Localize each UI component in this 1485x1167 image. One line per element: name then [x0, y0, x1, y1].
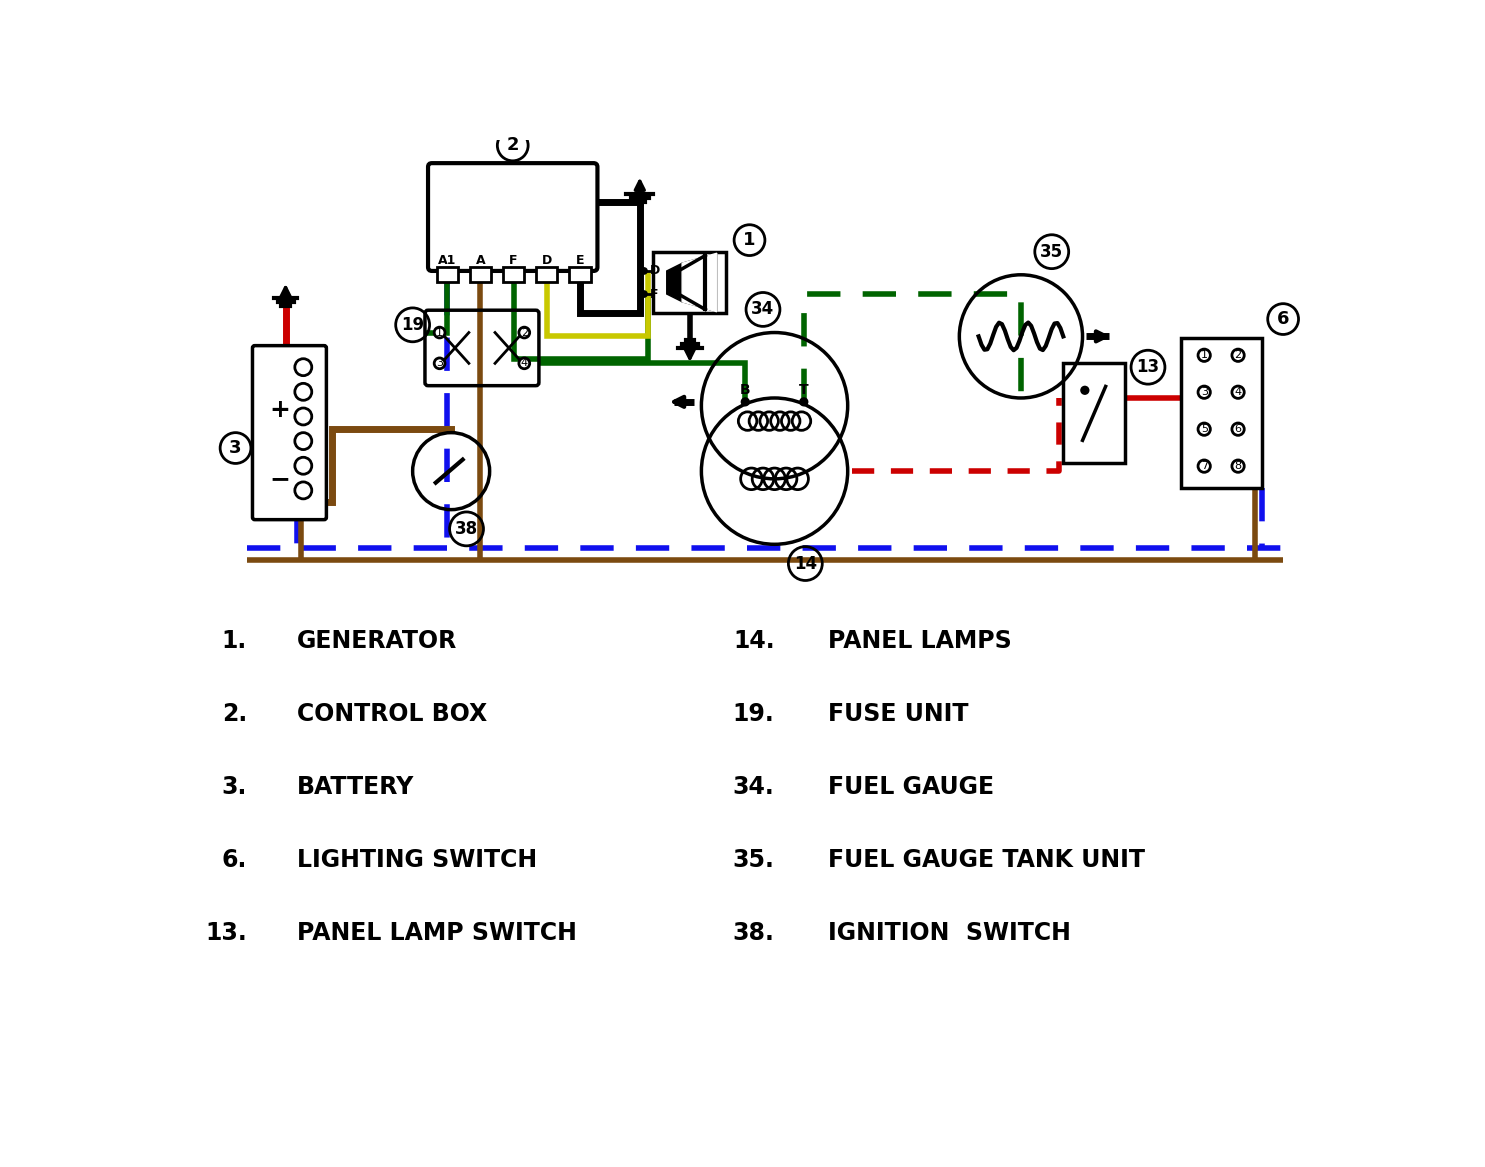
- Bar: [1181, 338, 1262, 489]
- Text: 4: 4: [521, 358, 527, 369]
- Bar: [536, 267, 557, 282]
- Text: 4: 4: [1234, 387, 1241, 397]
- Text: 14: 14: [794, 554, 817, 573]
- Text: 2.: 2.: [221, 701, 247, 726]
- Circle shape: [1080, 385, 1090, 394]
- Text: 6: 6: [1277, 310, 1289, 328]
- Text: 3: 3: [229, 439, 242, 457]
- Text: E: E: [576, 254, 584, 267]
- Text: 3.: 3.: [221, 775, 247, 799]
- Text: 1: 1: [744, 231, 756, 249]
- Circle shape: [640, 267, 647, 274]
- Polygon shape: [682, 253, 717, 312]
- Text: FUSE UNIT: FUSE UNIT: [829, 701, 968, 726]
- Text: 1: 1: [1201, 350, 1207, 361]
- Bar: [469, 267, 492, 282]
- Text: CONTROL BOX: CONTROL BOX: [297, 701, 487, 726]
- Text: 2: 2: [506, 137, 518, 154]
- Polygon shape: [682, 253, 717, 312]
- Bar: [1063, 363, 1126, 463]
- Circle shape: [518, 358, 530, 369]
- Bar: [653, 252, 726, 313]
- Text: IGNITION  SWITCH: IGNITION SWITCH: [829, 921, 1071, 945]
- Text: 35: 35: [1040, 243, 1063, 260]
- FancyBboxPatch shape: [428, 163, 597, 271]
- Text: 38: 38: [454, 519, 478, 538]
- Text: PANEL LAMP SWITCH: PANEL LAMP SWITCH: [297, 921, 578, 945]
- Text: 13.: 13.: [205, 921, 247, 945]
- Text: A: A: [475, 254, 486, 267]
- Text: 19.: 19.: [732, 701, 775, 726]
- Text: 3: 3: [1201, 387, 1207, 397]
- Text: 34: 34: [751, 300, 775, 319]
- Text: 19: 19: [401, 316, 425, 334]
- Bar: [503, 267, 524, 282]
- Text: A1: A1: [438, 254, 456, 267]
- Text: 8: 8: [1234, 461, 1241, 471]
- Text: BATTERY: BATTERY: [297, 775, 414, 799]
- Circle shape: [799, 397, 808, 406]
- Text: GENERATOR: GENERATOR: [297, 629, 457, 652]
- Circle shape: [518, 327, 530, 338]
- Text: 1.: 1.: [221, 629, 247, 652]
- Text: 34.: 34.: [732, 775, 775, 799]
- Text: +: +: [270, 398, 291, 421]
- Text: 5: 5: [1201, 424, 1207, 434]
- Text: 38.: 38.: [732, 921, 775, 945]
- Text: −: −: [270, 467, 291, 491]
- Circle shape: [434, 327, 445, 338]
- Text: 7: 7: [1201, 461, 1207, 471]
- Text: B: B: [740, 383, 750, 397]
- Bar: [437, 267, 457, 282]
- Text: 35.: 35.: [732, 848, 775, 872]
- Text: T: T: [799, 383, 809, 397]
- Text: 1: 1: [437, 328, 443, 337]
- Text: FUEL GAUGE TANK UNIT: FUEL GAUGE TANK UNIT: [829, 848, 1145, 872]
- Text: F: F: [509, 254, 518, 267]
- Polygon shape: [667, 264, 682, 302]
- Text: 14.: 14.: [734, 629, 775, 652]
- Text: D: D: [542, 254, 552, 267]
- Text: 6: 6: [1234, 424, 1241, 434]
- Circle shape: [741, 397, 750, 406]
- Text: 2: 2: [1234, 350, 1241, 361]
- Text: F: F: [650, 287, 659, 301]
- Text: LIGHTING SWITCH: LIGHTING SWITCH: [297, 848, 538, 872]
- Bar: [569, 267, 591, 282]
- Text: 3: 3: [437, 358, 443, 369]
- Circle shape: [640, 291, 647, 298]
- Text: FUEL GAUGE: FUEL GAUGE: [829, 775, 995, 799]
- Text: 13: 13: [1136, 358, 1160, 376]
- Text: D: D: [650, 265, 661, 278]
- Text: 2: 2: [521, 328, 527, 337]
- Text: PANEL LAMPS: PANEL LAMPS: [829, 629, 1013, 652]
- Text: 6.: 6.: [221, 848, 247, 872]
- Circle shape: [434, 358, 445, 369]
- FancyBboxPatch shape: [252, 345, 327, 519]
